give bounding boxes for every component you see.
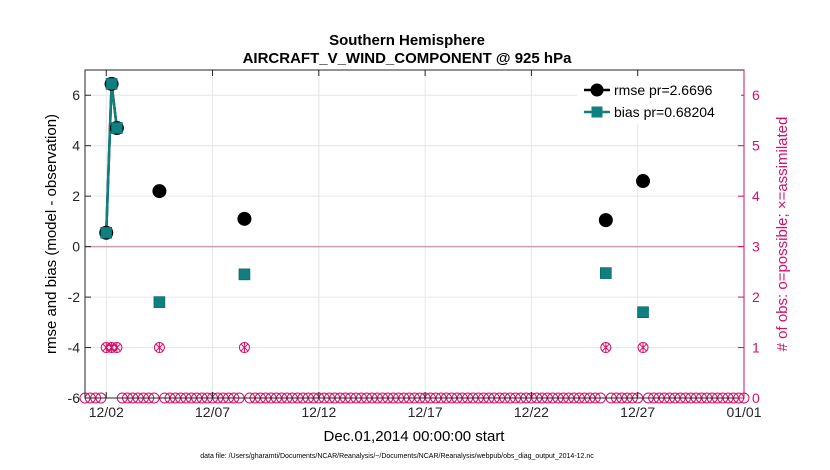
bias-point bbox=[238, 268, 251, 281]
y-left-tick-label: -2 bbox=[68, 289, 81, 305]
y-left-tick-label: 0 bbox=[72, 239, 80, 255]
y-left-axis-ticks: -6 -4 -2 0 2 4 6 bbox=[68, 87, 91, 406]
legend: rmse pr=2.6696 bias pr=0.68204 bbox=[577, 76, 741, 124]
y-right-tick-label: 0 bbox=[752, 390, 760, 406]
y-right-tick-label: 6 bbox=[752, 87, 760, 103]
bias-point bbox=[100, 226, 113, 239]
y-left-tick-label: 4 bbox=[72, 138, 80, 154]
x-axis-label: Dec.01,2014 00:00:00 start bbox=[324, 428, 506, 445]
plot-area bbox=[85, 70, 744, 398]
y-left-tick-label: 2 bbox=[72, 188, 80, 204]
y-right-tick-label: 5 bbox=[752, 138, 760, 154]
y-right-tick-label: 1 bbox=[752, 340, 760, 356]
rmse-point bbox=[598, 213, 613, 228]
y-right-tick-label: 3 bbox=[752, 239, 760, 255]
x-tick-label: 01/01 bbox=[726, 404, 761, 420]
chart-title-line-1: Southern Hemisphere bbox=[329, 32, 485, 49]
rmse-point bbox=[152, 184, 167, 199]
bias-point bbox=[111, 122, 123, 134]
x-tick-label: 12/07 bbox=[195, 404, 230, 420]
y-left-axis-label: rmse and bias (model - observation) bbox=[43, 114, 60, 354]
legend-bias-marker bbox=[591, 106, 603, 118]
y-left-tick-label: 6 bbox=[72, 87, 80, 103]
bias-point bbox=[600, 267, 612, 279]
y-right-tick-label: 4 bbox=[752, 188, 760, 204]
y-left-tick-label: -6 bbox=[68, 390, 81, 406]
x-tick-label: 12/22 bbox=[514, 404, 549, 420]
series-markers bbox=[99, 76, 651, 319]
legend-box bbox=[577, 76, 741, 124]
chart-title-line-2: AIRCRAFT_V_WIND_COMPONENT @ 925 hPa bbox=[243, 50, 573, 67]
bias-point bbox=[105, 78, 118, 90]
x-axis-ticks: 12/02 12/07 12/12 12/17 12/22 12/27 01/01 bbox=[89, 70, 762, 420]
bias-point bbox=[637, 306, 649, 319]
rmse-point bbox=[636, 174, 651, 189]
legend-bias-label: bias pr=0.68204 bbox=[614, 104, 715, 120]
rmse-point bbox=[237, 211, 252, 226]
x-tick-label: 12/02 bbox=[89, 404, 124, 420]
x-tick-label: 12/12 bbox=[301, 404, 336, 420]
x-tick-label: 12/27 bbox=[620, 404, 655, 420]
y-right-axis-ticks: 0 1 2 3 4 5 6 bbox=[738, 70, 760, 406]
y-left-tick-label: -4 bbox=[68, 340, 81, 356]
legend-rmse-label: rmse pr=2.6696 bbox=[614, 82, 713, 98]
y-right-axis-label: # of obs: o=possible; ×=assimilated bbox=[774, 117, 791, 352]
x-tick-label: 12/17 bbox=[408, 404, 443, 420]
data-file-footnote: data file: /Users/gharamti/Documents/NCA… bbox=[200, 453, 594, 460]
legend-rmse-marker bbox=[590, 83, 604, 97]
y-right-tick-label: 2 bbox=[752, 289, 760, 305]
bias-point bbox=[153, 296, 166, 308]
